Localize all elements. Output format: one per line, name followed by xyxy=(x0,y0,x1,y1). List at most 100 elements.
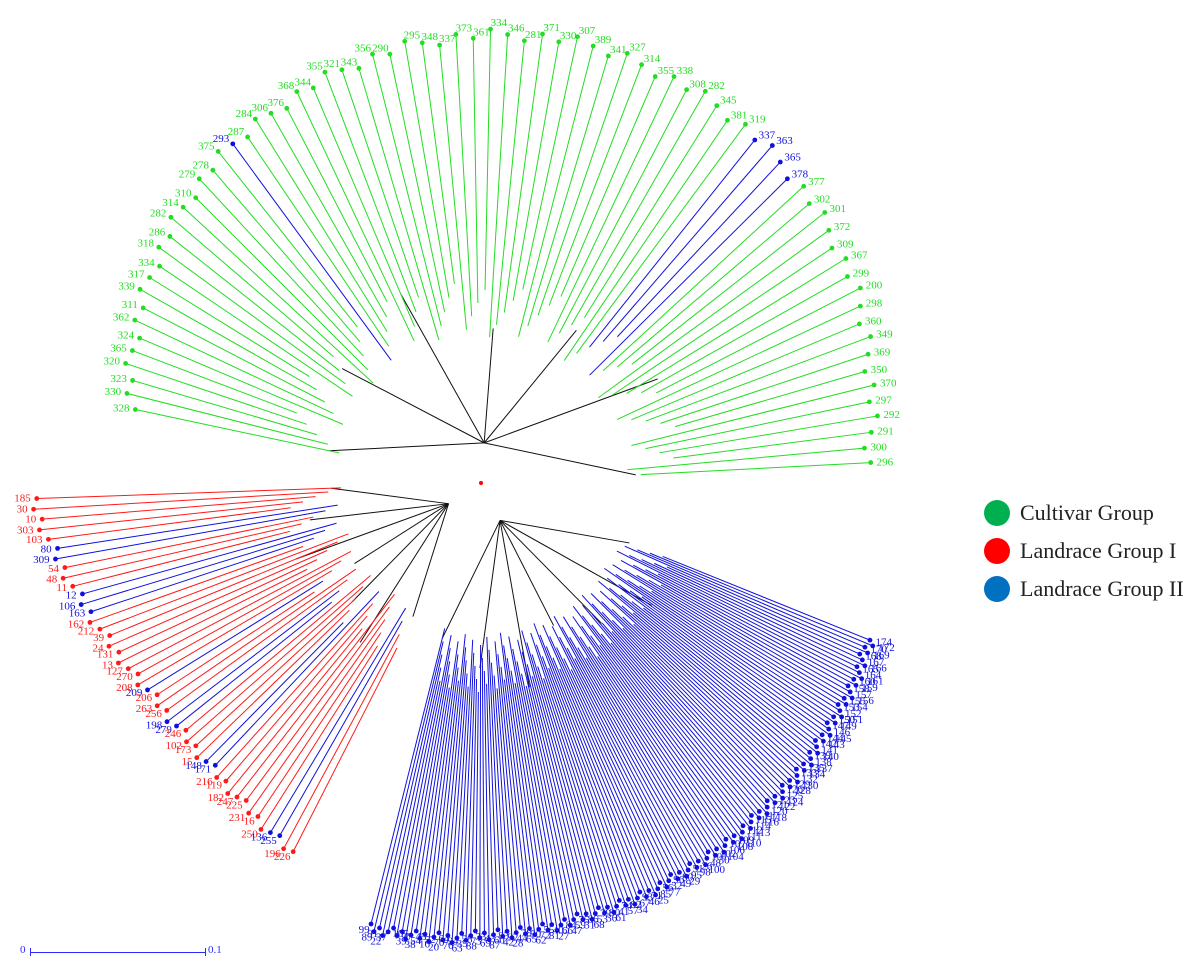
leaf-branch xyxy=(585,657,708,859)
scale-bar-line xyxy=(30,952,206,953)
leaf-node xyxy=(764,804,770,810)
leaf-node xyxy=(611,909,617,915)
leaf-branch xyxy=(139,337,344,425)
leaf-label: 66 xyxy=(562,925,574,937)
leaf-node xyxy=(859,676,865,682)
leaf-node xyxy=(123,361,129,366)
leaf-node xyxy=(685,867,691,873)
leaf-branch xyxy=(660,353,869,424)
leaf-node xyxy=(595,905,601,911)
leaf-branch xyxy=(591,613,760,812)
leaf-node xyxy=(740,823,746,829)
leaf-label: 140 xyxy=(822,751,839,763)
leaf-node xyxy=(808,756,814,762)
leaf-branch xyxy=(510,670,553,925)
scale-bar-tick-end xyxy=(205,948,206,956)
leaf-label: 41 xyxy=(618,906,629,918)
leaf-branch xyxy=(387,680,441,932)
leaf-label: 348 xyxy=(421,31,438,43)
leaf-node xyxy=(290,849,296,855)
leaf-node xyxy=(815,750,821,756)
leaf-node xyxy=(129,348,135,353)
leaf-node xyxy=(193,743,199,749)
leaf-branch xyxy=(601,622,768,815)
leaf-label: 148 xyxy=(185,760,202,772)
leaf-node xyxy=(135,682,141,688)
leaf-node xyxy=(408,932,414,938)
leaf-branch xyxy=(531,654,608,908)
leaf-label: 319 xyxy=(749,113,766,125)
leaf-node xyxy=(413,928,419,934)
leaf-node xyxy=(764,811,770,817)
leaf-node xyxy=(819,732,825,738)
leaf-label: 30 xyxy=(719,854,731,866)
leaf-node xyxy=(252,116,258,122)
leaf-label: 255 xyxy=(260,835,277,847)
branch-line xyxy=(483,328,494,443)
leaf-branch xyxy=(526,664,593,920)
leaf-node xyxy=(88,609,94,615)
leaf-label: 330 xyxy=(560,30,577,42)
leaf-label: 270 xyxy=(116,671,133,683)
leaf-branch xyxy=(214,591,380,766)
leaf-node xyxy=(664,884,670,890)
leaf-label: 136 xyxy=(251,832,268,844)
leaf-branch xyxy=(512,648,565,920)
leaf-node xyxy=(212,762,218,768)
leaf-label: 328 xyxy=(113,402,130,414)
leaf-branch xyxy=(247,136,390,347)
leaf-branch xyxy=(518,45,594,337)
leaf-label: 282 xyxy=(708,80,725,92)
leaf-label: 341 xyxy=(610,44,627,56)
leaf-label: 292 xyxy=(883,409,900,421)
leaf-branch xyxy=(248,619,386,814)
branch-line xyxy=(309,503,449,521)
leaf-label: 87 xyxy=(489,940,501,952)
legend-dot-cultivar xyxy=(984,500,1010,526)
leaf-label: 171 xyxy=(195,764,212,776)
leaf-branch xyxy=(571,626,716,856)
leaf-label: 263 xyxy=(136,703,153,715)
leaf-branch xyxy=(499,632,540,930)
leaf-node xyxy=(486,937,492,943)
leaf-branch xyxy=(547,76,675,343)
leaf-label: 67 xyxy=(640,898,652,910)
leaf-label: 11 xyxy=(56,582,67,594)
leaf-node xyxy=(255,814,261,819)
leaf-node xyxy=(616,897,622,903)
leaf-node xyxy=(154,703,160,709)
leaf-node xyxy=(567,922,573,928)
leaf-branch xyxy=(571,91,706,326)
leaf-label: 146 xyxy=(834,727,851,739)
leaf-branch xyxy=(637,549,866,648)
leaf-node xyxy=(180,204,186,210)
leaf-label: 91 xyxy=(367,928,378,940)
leaf-node xyxy=(847,689,853,695)
leaf-branch xyxy=(589,178,788,376)
leaf-label: 226 xyxy=(274,851,291,863)
leaf-node xyxy=(637,889,643,895)
leaf-branch xyxy=(126,392,328,445)
leaf-branch xyxy=(486,636,499,930)
leaf-label: 49 xyxy=(680,878,692,890)
leaf-label: 100 xyxy=(709,864,726,876)
leaf-branch xyxy=(525,685,578,915)
leaf-branch xyxy=(503,33,543,313)
leaf-label: 337 xyxy=(759,129,776,141)
leaf-label: 370 xyxy=(880,378,897,390)
leaf-branch xyxy=(622,616,798,783)
leaf-branch xyxy=(166,590,340,723)
leaf-branch xyxy=(552,657,650,891)
leaf-label: 108 xyxy=(737,841,754,853)
leaf-label: 355 xyxy=(306,60,323,72)
leaf-branch xyxy=(483,670,490,940)
leaf-node xyxy=(322,69,328,75)
leaf-node xyxy=(132,317,138,323)
branch-line xyxy=(331,487,449,505)
leaf-node xyxy=(764,798,770,804)
leaf-node xyxy=(571,917,577,922)
leaf-branch xyxy=(516,661,571,926)
legend-label-landrace-2: Landrace Group II xyxy=(1020,576,1184,601)
leaf-node xyxy=(472,928,478,934)
